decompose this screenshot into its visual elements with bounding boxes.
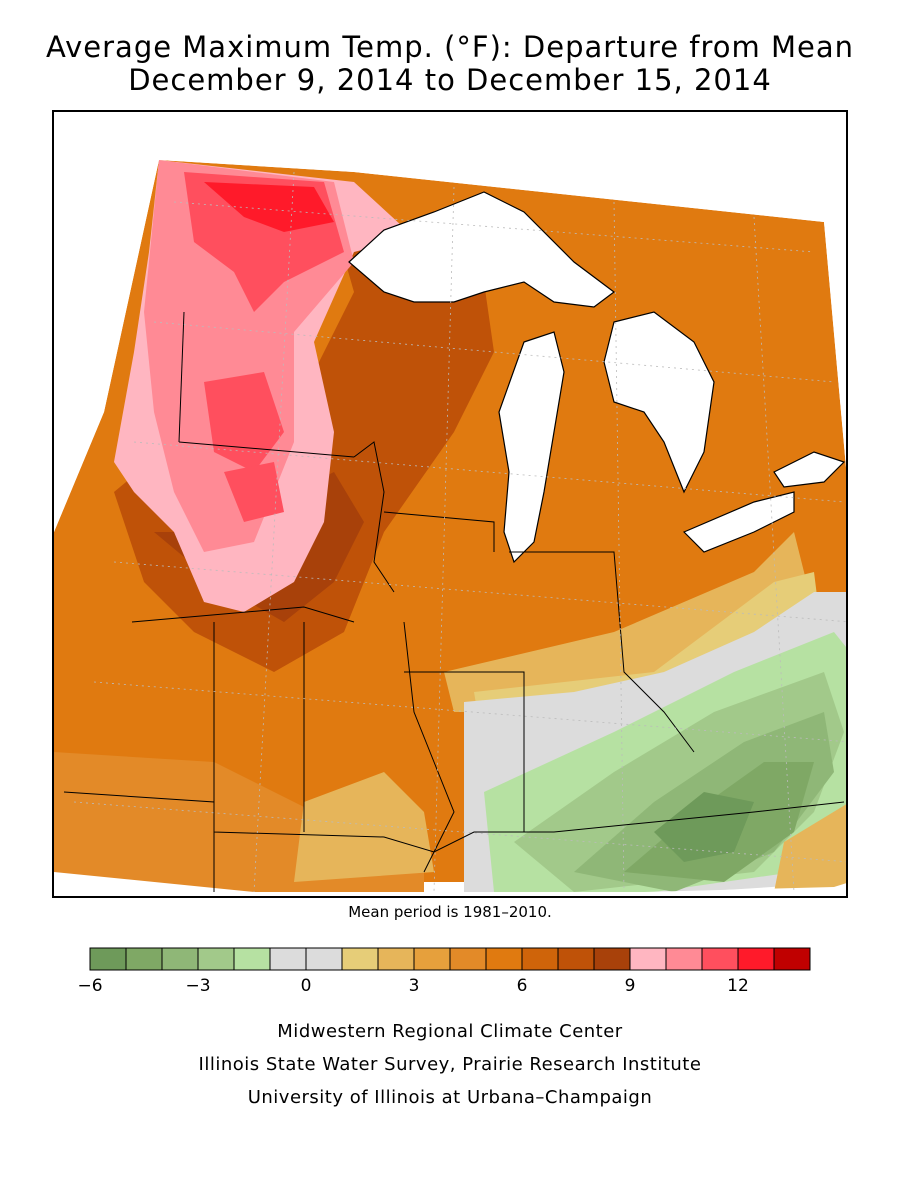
map-title-line-1: Average Maximum Temp. (°F): Departure fr… [45, 30, 855, 64]
region-bright-red [204, 182, 334, 232]
lake-erie [682, 491, 795, 553]
region-darkest-green [654, 792, 754, 862]
credit-line-1: Midwestern Regional Climate Center [277, 1021, 623, 1042]
legend-bin-0 [89, 947, 127, 971]
temperature-anomaly-map [54, 112, 846, 896]
legend-bin-19 [773, 947, 811, 971]
legend-bin-3 [197, 947, 235, 971]
legend-bin-18 [737, 947, 775, 971]
legend-bin-13 [557, 947, 595, 971]
legend-bin-4 [233, 947, 271, 971]
mean-period-note: Mean period is 1981–2010. [348, 903, 552, 921]
legend-bin-12 [521, 947, 559, 971]
lake-ontario [773, 451, 846, 488]
legend-bin-5 [269, 947, 307, 971]
legend-bin-6 [305, 947, 343, 971]
domain-mask [54, 112, 846, 896]
graticule [73, 171, 846, 893]
legend-tick-label: 9 [624, 976, 636, 996]
legend-tick-label: −6 [77, 976, 103, 996]
map-panel [52, 110, 848, 898]
legend-tick-label: 12 [727, 976, 749, 996]
legend-tick-label: 6 [516, 976, 528, 996]
state-boundaries [63, 311, 845, 892]
legend-bin-7 [341, 947, 379, 971]
legend-bin-17 [701, 947, 739, 971]
legend-bin-1 [125, 947, 163, 971]
region-red-warm-3 [224, 462, 284, 522]
region-ozark-tan [294, 772, 434, 882]
legend-tick-label: 0 [300, 976, 312, 996]
legend-bin-9 [413, 947, 451, 971]
credit-line-2: Illinois State Water Survey, Prairie Res… [198, 1054, 702, 1075]
credit-line-3: University of Illinois at Urbana–Champai… [247, 1087, 653, 1108]
lake-huron [603, 311, 715, 494]
lake-michigan [498, 331, 565, 564]
legend-tick-label: −3 [185, 976, 211, 996]
legend-bin-2 [161, 947, 199, 971]
legend-bin-11 [485, 947, 523, 971]
legend-bin-8 [377, 947, 415, 971]
legend-bin-14 [593, 947, 631, 971]
map-title-line-2: December 9, 2014 to December 15, 2014 [128, 63, 772, 97]
legend-tick-label: 3 [408, 976, 420, 996]
legend-bin-10 [449, 947, 487, 971]
region-red-warm-2 [204, 372, 284, 472]
color-legend [89, 947, 811, 971]
legend-bin-15 [629, 947, 667, 971]
region-se-tan [774, 804, 846, 892]
legend-bin-16 [665, 947, 703, 971]
legend-tick-labels: −6 −3 0 3 6 9 12 [0, 976, 900, 1000]
